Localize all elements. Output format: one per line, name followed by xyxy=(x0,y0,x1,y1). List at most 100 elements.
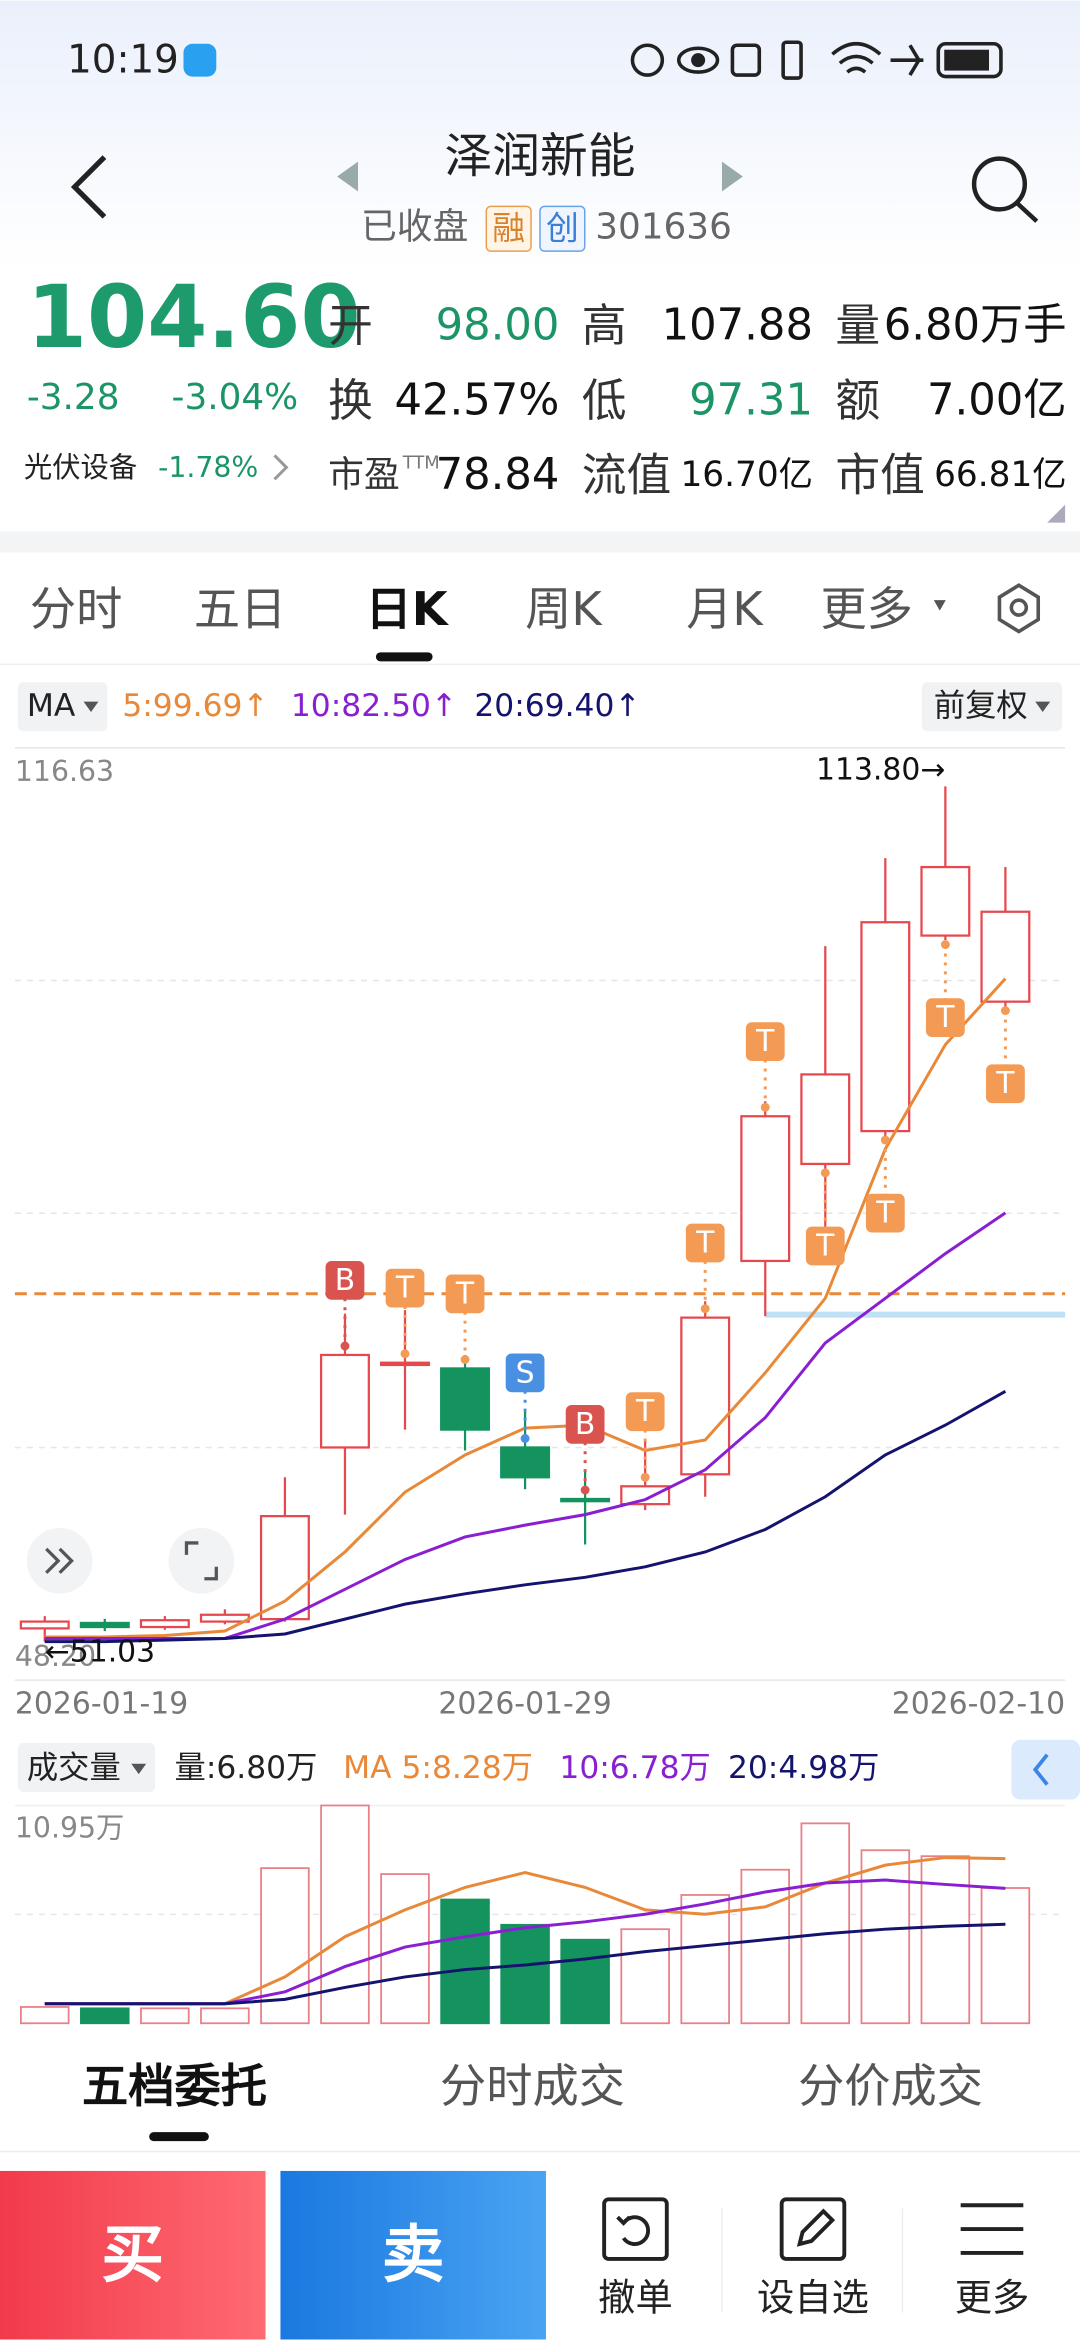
ma-legend: 5:99.69↑ xyxy=(122,688,268,724)
expand-icon xyxy=(45,1547,74,1574)
signal-label: T xyxy=(815,1228,835,1263)
y-tick-label: 116.63 xyxy=(15,755,114,788)
tab[interactable]: 日K xyxy=(365,582,449,636)
bottom-tab[interactable]: 五档委托 xyxy=(82,2059,267,2113)
field-label: 换 xyxy=(328,374,373,427)
volume-bar xyxy=(860,1849,911,2025)
caret xyxy=(131,1763,147,1775)
tab[interactable]: 月K xyxy=(686,582,764,636)
sell-label: 卖 xyxy=(382,2218,445,2291)
signal-label: B xyxy=(335,1263,355,1298)
volume-bar xyxy=(800,1822,851,2025)
indicator-button[interactable] xyxy=(17,682,108,732)
field-label: 流值 xyxy=(582,448,672,501)
signal-badge xyxy=(685,1223,725,1263)
x-tick-label: 2026-01-29 xyxy=(438,1687,611,1722)
bottom-tab[interactable]: 分时成交 xyxy=(440,2059,625,2113)
signal-badge xyxy=(625,1392,665,1432)
candle-body xyxy=(139,1619,190,1629)
field-value: 6.80万手 xyxy=(884,301,1067,351)
signal-badge xyxy=(565,1404,605,1444)
signal-badge xyxy=(745,1022,785,1062)
field-label-sup: TTM xyxy=(402,452,440,473)
tool-label[interactable]: 设自选 xyxy=(757,2276,869,2320)
signal-dot xyxy=(1000,1006,1010,1016)
signal-label: T xyxy=(455,1276,475,1311)
volume-bar xyxy=(80,2007,130,2025)
last-price: 104.60 xyxy=(27,268,361,368)
candle-body xyxy=(740,1115,791,1263)
signal-badge xyxy=(505,1353,545,1393)
signal-badge xyxy=(986,1064,1025,1104)
tab[interactable]: 五日 xyxy=(194,582,286,636)
volume-indicator-button[interactable] xyxy=(17,1742,156,1793)
settings-icon xyxy=(1009,598,1029,617)
signal-dot xyxy=(820,1168,830,1178)
volume-legend: 量:6.80万 xyxy=(175,1750,318,1786)
sector-arrow[interactable] xyxy=(273,454,289,481)
volume-bar xyxy=(200,2007,250,2025)
signal-label: T xyxy=(695,1226,715,1261)
next-stock[interactable] xyxy=(721,161,743,192)
candle-body xyxy=(560,1497,611,1503)
field-value: 97.31 xyxy=(689,375,813,425)
notif-icon xyxy=(183,43,217,77)
field-label: 市值 xyxy=(835,448,925,501)
active-tab-underline xyxy=(375,652,433,662)
field-label: 高 xyxy=(582,299,627,352)
active-bottom-tab-underline xyxy=(149,2132,209,2142)
signal-badge xyxy=(925,998,965,1038)
adjust-button[interactable] xyxy=(921,682,1063,732)
caret xyxy=(83,701,99,713)
volume-bar xyxy=(620,1928,670,2025)
bottom-tab[interactable]: 分价成交 xyxy=(798,2059,983,2113)
prev-stock[interactable] xyxy=(337,161,359,192)
side-panel-button[interactable] xyxy=(1011,1739,1080,1800)
signal-dot xyxy=(640,1472,650,1482)
field-label: 额 xyxy=(835,374,880,427)
signal-badge xyxy=(385,1268,425,1308)
volume-bar xyxy=(920,1855,971,2025)
field-label: 开 xyxy=(328,299,373,352)
signal-badge xyxy=(805,1226,845,1266)
search-button[interactable] xyxy=(971,156,1039,223)
candle-body xyxy=(440,1367,491,1431)
badge-text: 融 xyxy=(492,210,525,248)
side-panel-icon xyxy=(1032,1753,1049,1786)
field-value: 16.70亿 xyxy=(680,455,812,495)
volume-bar xyxy=(440,1898,490,2025)
candle-body xyxy=(79,1621,130,1629)
signal-badge xyxy=(325,1260,365,1300)
tool-label[interactable]: 更多 xyxy=(955,2276,1030,2320)
tab[interactable]: 分时 xyxy=(30,582,122,636)
field-value: 42.57% xyxy=(394,375,559,425)
back-button[interactable] xyxy=(70,155,107,219)
fullscreen-button[interactable] xyxy=(168,1528,235,1594)
expand-corner[interactable] xyxy=(1047,504,1066,523)
stock-name: 泽润新能 xyxy=(445,130,636,185)
signal-label: S xyxy=(516,1355,535,1390)
candle-body xyxy=(620,1485,671,1506)
tool-label[interactable]: 撤单 xyxy=(598,2276,673,2320)
signal-dot xyxy=(880,1135,890,1145)
field-value: 107.88 xyxy=(662,301,813,351)
candle-body xyxy=(800,1073,851,1166)
candle-body xyxy=(980,910,1031,1003)
tab[interactable]: 周K xyxy=(525,582,603,636)
signal-dot xyxy=(340,1341,350,1351)
y-tick-label: 10.95万 xyxy=(15,1811,124,1844)
x-tick-label: 2026-01-19 xyxy=(15,1687,188,1722)
signal-dot xyxy=(460,1355,470,1364)
caret xyxy=(1035,701,1051,713)
buy-button[interactable] xyxy=(0,2170,266,2340)
price-change-pct: -3.04% xyxy=(172,377,299,418)
tab[interactable]: 更多 xyxy=(820,582,912,636)
field-value: 98.00 xyxy=(436,301,560,351)
settings-button[interactable] xyxy=(997,583,1041,634)
signal-dot xyxy=(760,1102,770,1112)
signal-label: T xyxy=(995,1066,1015,1101)
volume-bar xyxy=(500,1923,550,2025)
badge xyxy=(485,205,532,252)
sell-button[interactable] xyxy=(280,2170,546,2340)
